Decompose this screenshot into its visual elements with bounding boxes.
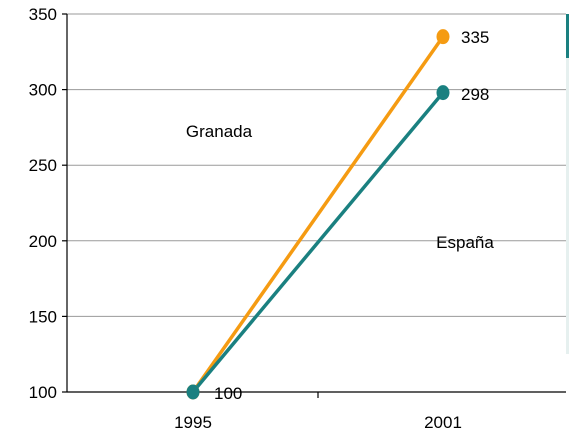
data-label-granada-2001: 335 — [461, 28, 489, 47]
y-tick-label-300: 300 — [29, 81, 57, 100]
gridlines — [67, 13, 566, 317]
data-label-start: 100 — [214, 384, 242, 403]
side-strip-dark — [566, 14, 569, 58]
y-tick-label-150: 150 — [29, 307, 57, 326]
series-point-1-0 — [186, 384, 200, 400]
y-tick-labels: 100 150 200 250 300 350 — [29, 5, 57, 402]
x-tick-labels: 1995 2001 — [174, 413, 462, 432]
y-tick-label-100: 100 — [29, 383, 57, 402]
axes — [62, 13, 566, 398]
series-line-1 — [191, 91, 445, 394]
series-line-0 — [191, 35, 445, 394]
x-tick-label-2001: 2001 — [424, 413, 462, 432]
series-point-0-1 — [436, 29, 450, 45]
data-label-espana-2001: 298 — [461, 85, 489, 104]
y-tick-label-350: 350 — [29, 5, 57, 24]
side-strip-light — [566, 58, 569, 354]
x-tick-label-1995: 1995 — [174, 413, 212, 432]
y-tick-label-250: 250 — [29, 156, 57, 175]
series-point-1-1 — [436, 85, 450, 101]
annotation-espana: España — [436, 233, 494, 252]
annotation-granada: Granada — [186, 122, 253, 141]
y-tick-label-200: 200 — [29, 232, 57, 251]
series-points — [186, 29, 450, 400]
series-lines — [191, 35, 445, 394]
